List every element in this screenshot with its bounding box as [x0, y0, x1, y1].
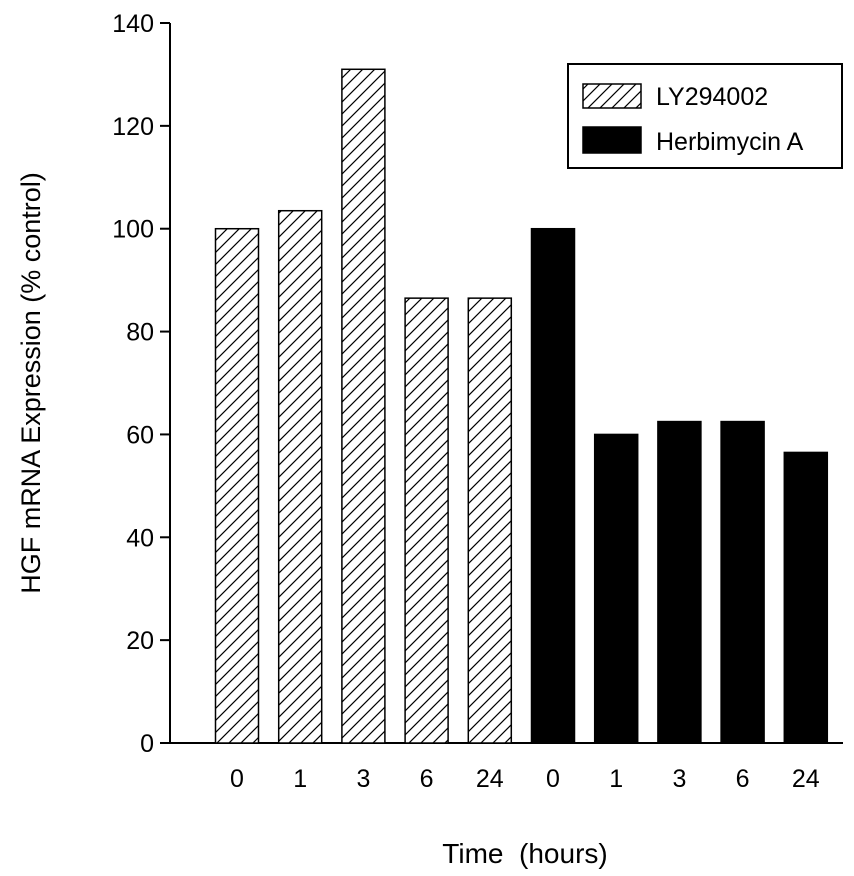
y-tick-label: 60 [126, 421, 154, 449]
bar-ly294002-0 [216, 229, 259, 743]
bar-herbimycin-0 [532, 229, 575, 743]
x-tick-label: 1 [293, 765, 307, 793]
bar-ly294002-1 [279, 211, 322, 743]
y-tick-label: 0 [140, 730, 154, 758]
x-axis-label: Time (hours) [442, 838, 607, 869]
bar-ly294002-24 [468, 298, 511, 743]
legend: LY294002 Herbimycin A [568, 64, 842, 168]
bar-ly294002-3 [342, 69, 385, 743]
bar-herbimycin-6 [721, 422, 764, 743]
y-tick-label: 140 [112, 10, 154, 38]
x-tick-label: 24 [792, 765, 820, 793]
x-tick-label: 0 [546, 765, 560, 793]
x-tick-label: 3 [672, 765, 686, 793]
y-tick-label: 100 [112, 216, 154, 244]
y-ticks: 0 20 40 60 80 100 120 140 [112, 10, 170, 758]
x-tick-label: 24 [476, 765, 504, 793]
x-tick-labels: 0 1 3 6 24 0 1 3 6 24 [230, 765, 820, 793]
x-tick-label: 6 [736, 765, 750, 793]
legend-swatch-ly294002 [583, 84, 641, 108]
legend-swatch-herbimycin [583, 127, 641, 153]
y-tick-label: 120 [112, 113, 154, 141]
y-tick-label: 20 [126, 627, 154, 655]
bar-herbimycin-24 [784, 452, 827, 743]
x-tick-label: 1 [609, 765, 623, 793]
x-tick-label: 6 [420, 765, 434, 793]
y-tick-label: 40 [126, 524, 154, 552]
x-tick-label: 3 [356, 765, 370, 793]
bar-herbimycin-3 [658, 422, 701, 743]
legend-label-ly294002: LY294002 [656, 83, 768, 111]
x-tick-label: 0 [230, 765, 244, 793]
y-axis-label: HGF mRNA Expression (% control) [16, 172, 46, 594]
legend-label-herbimycin: Herbimycin A [656, 128, 804, 156]
y-tick-label: 80 [126, 319, 154, 347]
bars [216, 69, 828, 743]
bar-herbimycin-1 [595, 434, 638, 743]
bar-ly294002-6 [405, 298, 448, 743]
